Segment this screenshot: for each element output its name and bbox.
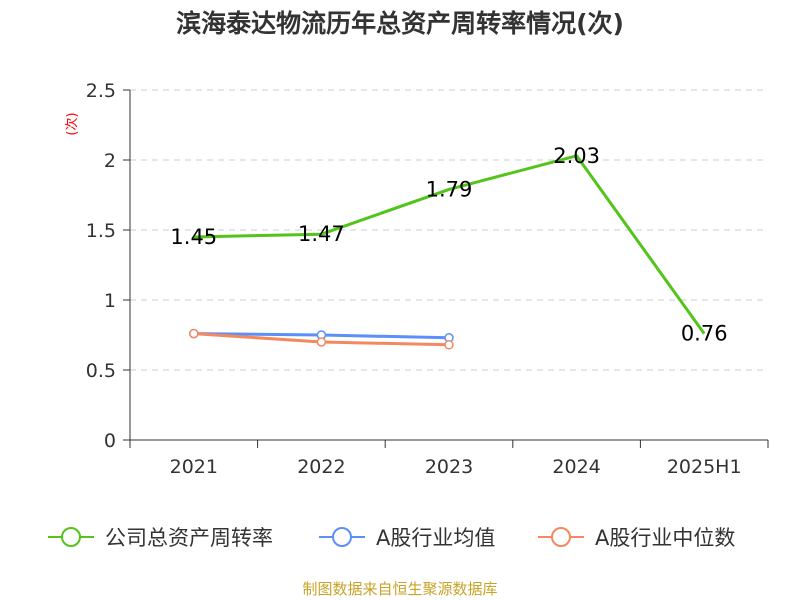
x-tick-label: 2023 — [425, 456, 473, 478]
legend-label: A股行业中位数 — [595, 526, 735, 550]
legend-marker — [61, 527, 81, 547]
legend-label: 公司总资产周转率 — [105, 526, 273, 550]
y-tick-label: 1 — [104, 290, 116, 312]
axes: 0 0.5 1 1.5 2 2.5 2021 2022 2023 2024 2025H1 (次) — [64, 80, 769, 478]
y-tick-label: 0 — [104, 430, 116, 452]
data-label: 0.76 — [681, 322, 728, 346]
source-note: 制图数据来自恒生聚源数据库 — [302, 580, 498, 598]
x-tick-label: 2025H1 — [667, 456, 742, 478]
data-label: 1.47 — [298, 222, 345, 246]
data-label: 1.79 — [426, 177, 473, 201]
legend: 公司总资产周转率 A股行业均值 A股行业中位数 — [48, 526, 735, 550]
data-label: 2.03 — [553, 144, 600, 168]
x-tick-label: 2022 — [297, 456, 345, 478]
series-point — [444, 340, 454, 350]
y-tick-label: 2 — [104, 150, 116, 172]
x-tick-label: 2024 — [552, 456, 600, 478]
y-tick-label: 0.5 — [86, 360, 116, 382]
y-tick-label: 1.5 — [86, 220, 116, 242]
legend-label: A股行业均值 — [376, 526, 495, 550]
chart-title: 滨海泰达物流历年总资产周转率情况(次) — [176, 9, 624, 38]
y-tick-label: 2.5 — [86, 80, 116, 102]
gridlines — [130, 89, 768, 371]
data-label: 1.45 — [170, 225, 217, 249]
series-point — [189, 328, 199, 339]
series-point — [316, 337, 327, 347]
series-lines — [189, 154, 706, 350]
y-axis-label: (次) — [64, 112, 80, 135]
data-labels: 1.45 1.47 1.79 2.03 0.76 — [170, 144, 727, 346]
legend-marker — [551, 527, 571, 547]
series-line-0 — [193, 154, 706, 335]
x-tick-label: 2021 — [170, 456, 218, 478]
legend-marker — [332, 527, 352, 547]
